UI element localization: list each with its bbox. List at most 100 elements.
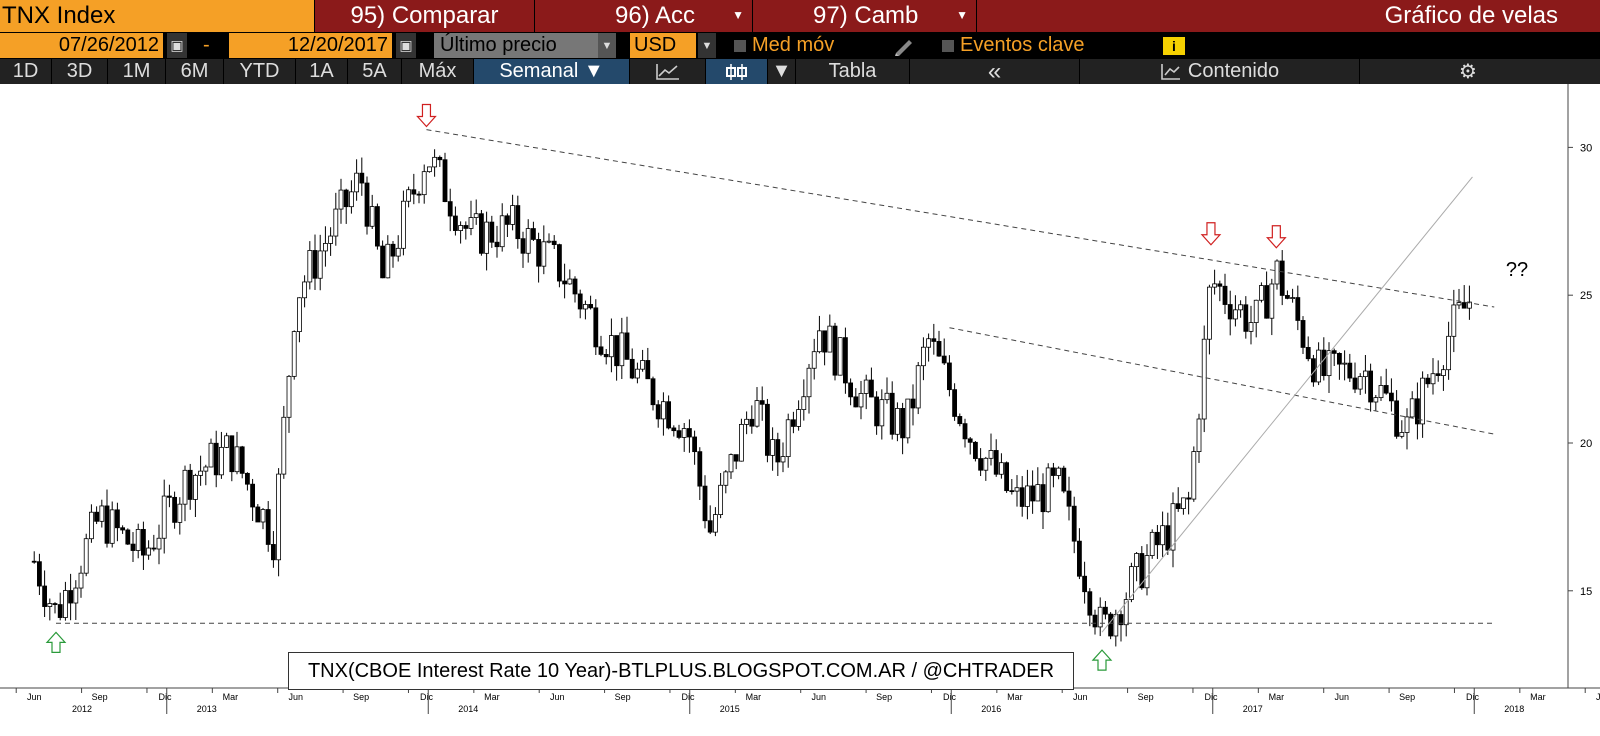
chevron-down-icon[interactable]: ▼ bbox=[598, 33, 616, 58]
tab-1m[interactable]: 1M bbox=[108, 59, 166, 84]
checkbox[interactable] bbox=[734, 39, 746, 52]
gear-icon[interactable]: ⚙ bbox=[1459, 61, 1477, 83]
candle-body bbox=[817, 330, 822, 353]
candle-body bbox=[733, 454, 739, 462]
candle-body bbox=[130, 543, 136, 551]
moving-average-toggle[interactable]: Med móv bbox=[734, 33, 834, 58]
candle-body bbox=[1030, 485, 1036, 502]
chevron-down-icon[interactable]: ▼ bbox=[698, 33, 716, 58]
header-bar: TNX Index 95) Comparar 96) Acc ▼ 97) Cam… bbox=[0, 0, 1600, 32]
x-year-label: 2014 bbox=[458, 704, 478, 714]
currency-select[interactable]: USD bbox=[630, 33, 696, 58]
tab-3d[interactable]: 3D bbox=[52, 59, 108, 84]
candle-body bbox=[926, 338, 932, 348]
candle-body bbox=[1025, 485, 1030, 507]
x-year-label: 2016 bbox=[981, 704, 1001, 714]
candle-body bbox=[869, 379, 874, 398]
candle-body bbox=[203, 466, 209, 472]
candle-body bbox=[94, 511, 100, 522]
end-date-input[interactable]: 12/20/2017 bbox=[229, 33, 392, 58]
compare-button[interactable]: 95) Comparar bbox=[314, 0, 534, 32]
candle-body bbox=[198, 470, 204, 476]
pencil-icon[interactable] bbox=[893, 33, 915, 58]
candle-body bbox=[1347, 362, 1353, 379]
candle-body bbox=[572, 278, 578, 295]
candle-body bbox=[239, 446, 245, 474]
tab-1d[interactable]: 1D bbox=[0, 59, 52, 84]
candle-body bbox=[759, 400, 765, 405]
collapse-icon[interactable]: « bbox=[910, 58, 1080, 85]
candle-body bbox=[1305, 347, 1311, 360]
candle-body bbox=[515, 205, 521, 240]
info-icon[interactable]: i bbox=[1163, 37, 1185, 55]
x-year-label: 2012 bbox=[72, 704, 92, 714]
candle-body bbox=[910, 398, 916, 409]
calendar-icon[interactable]: ▣ bbox=[396, 33, 416, 58]
actions-label: 96) Acc bbox=[615, 2, 696, 29]
candle-body bbox=[1451, 304, 1457, 337]
candle-body bbox=[338, 189, 344, 210]
candle-body bbox=[801, 396, 807, 410]
tab-5a[interactable]: 5A bbox=[348, 59, 402, 84]
candle-body bbox=[728, 454, 734, 473]
candle-body bbox=[1435, 373, 1441, 376]
candle-body bbox=[822, 330, 828, 353]
candle-body bbox=[479, 213, 484, 254]
candle-body bbox=[473, 213, 479, 218]
change-menu[interactable]: 97) Camb ▼ bbox=[752, 0, 976, 32]
candle-body bbox=[1149, 531, 1155, 556]
candle-body bbox=[109, 509, 115, 544]
candle-body bbox=[437, 156, 443, 161]
chevron-down-icon[interactable]: ▼ bbox=[768, 59, 796, 84]
candle-body bbox=[952, 389, 958, 417]
candle-body bbox=[1363, 370, 1368, 378]
candle-body bbox=[1441, 369, 1446, 376]
candle-body bbox=[915, 365, 921, 409]
candle-body bbox=[499, 215, 505, 248]
candle-body bbox=[349, 191, 354, 208]
contents-button[interactable]: Contenido bbox=[1080, 59, 1360, 84]
tab-max[interactable]: Máx bbox=[402, 59, 474, 84]
candle-body bbox=[364, 182, 370, 227]
moving-average-label: Med móv bbox=[752, 34, 835, 56]
candle-body bbox=[317, 250, 323, 279]
candle-body bbox=[1186, 497, 1192, 500]
candle-body bbox=[1051, 467, 1056, 476]
tab-1a[interactable]: 1A bbox=[296, 59, 348, 84]
candle-body bbox=[1227, 304, 1233, 320]
candle-body bbox=[1175, 503, 1181, 510]
candlestick-icon[interactable] bbox=[706, 59, 768, 84]
candle-body bbox=[395, 247, 401, 257]
tab-ytd[interactable]: YTD bbox=[224, 59, 296, 84]
candle-body bbox=[1456, 302, 1462, 306]
key-events-toggle[interactable]: Eventos clave bbox=[942, 33, 1085, 58]
contents-label: Contenido bbox=[1187, 60, 1280, 82]
candle-body bbox=[406, 189, 412, 202]
price-field-select[interactable]: Último precio bbox=[434, 33, 598, 58]
candle-body bbox=[307, 250, 313, 283]
candle-body bbox=[671, 427, 677, 432]
table-button[interactable]: Tabla bbox=[796, 59, 910, 84]
tab-6m[interactable]: 6M bbox=[166, 59, 224, 84]
ticker-field[interactable]: TNX Index bbox=[0, 0, 314, 32]
candle-body bbox=[614, 335, 620, 367]
candle-body bbox=[827, 325, 833, 353]
x-year-label: 2018 bbox=[1504, 704, 1524, 714]
trendline bbox=[949, 327, 1495, 435]
candle-body bbox=[666, 401, 672, 429]
candle-body bbox=[999, 462, 1004, 475]
period-select[interactable]: Semanal ▼ bbox=[474, 59, 630, 84]
candle-body bbox=[312, 250, 318, 279]
controls-bar: 07/26/2012 ▣ - 12/20/2017 ▣ Último preci… bbox=[0, 32, 1600, 59]
checkbox[interactable] bbox=[942, 39, 954, 52]
actions-menu[interactable]: 96) Acc ▼ bbox=[534, 0, 752, 32]
candle-body bbox=[791, 419, 796, 427]
candle-body bbox=[676, 430, 682, 438]
candle-body bbox=[900, 408, 906, 439]
calendar-icon[interactable]: ▣ bbox=[167, 33, 187, 58]
start-date-input[interactable]: 07/26/2012 bbox=[0, 33, 163, 58]
line-chart-icon[interactable] bbox=[630, 59, 706, 84]
candle-body bbox=[286, 375, 292, 418]
candle-body bbox=[962, 423, 968, 440]
chart-area[interactable]: 15 20 25 30 Jun Sep Dic Mar Jun Sep Dic Mar Jun Sep D… bbox=[0, 84, 1600, 736]
